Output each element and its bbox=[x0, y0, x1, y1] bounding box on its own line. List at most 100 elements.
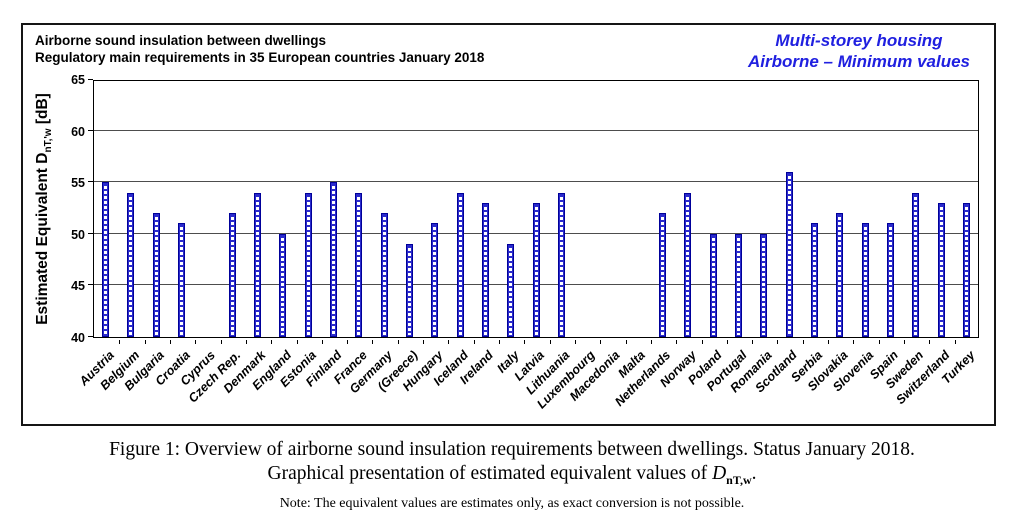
y-axis-tick-55 bbox=[88, 181, 93, 183]
x-axis-tick bbox=[878, 340, 880, 344]
x-axis-tick bbox=[271, 340, 273, 344]
y-axis-tick-45 bbox=[88, 284, 93, 286]
bar-latvia bbox=[532, 203, 540, 337]
x-axis-tick bbox=[777, 340, 779, 344]
bar-pattern bbox=[787, 174, 791, 335]
figure-caption: Figure 1: Overview of airborne sound ins… bbox=[0, 438, 1024, 512]
x-axis-tick bbox=[676, 340, 678, 344]
bar-pattern bbox=[104, 184, 108, 335]
x-axis-labels: Austria Belgium Bulgaria Croatia Cyprus Czech… bbox=[76, 340, 981, 448]
caption-line2-period: . bbox=[751, 463, 757, 484]
y-axis-tick-65 bbox=[88, 79, 93, 80]
y-axis-tick-40 bbox=[88, 336, 93, 337]
x-axis-tick bbox=[296, 340, 298, 344]
caption-dnt-subscript: nT,w bbox=[726, 472, 752, 487]
y-axis-tick-60 bbox=[88, 129, 93, 131]
bar-pattern bbox=[281, 236, 285, 335]
x-axis-tick bbox=[347, 340, 349, 344]
y-tick-label-50: 50 bbox=[71, 227, 85, 242]
x-axis-tick bbox=[245, 340, 247, 344]
bar-ireland bbox=[481, 203, 489, 337]
x-axis-tick bbox=[423, 340, 425, 344]
bar-pattern bbox=[154, 215, 158, 335]
bar-pattern bbox=[129, 195, 133, 335]
bar-germany bbox=[380, 213, 388, 337]
chart-title-line1: Airborne sound insulation between dwelli… bbox=[35, 33, 327, 48]
x-axis-tick bbox=[397, 340, 399, 344]
x-axis-tick bbox=[499, 340, 501, 344]
caption-dnt-symbol: D bbox=[712, 463, 727, 484]
x-axis-tick bbox=[524, 340, 526, 344]
bar-pattern bbox=[964, 205, 968, 335]
bar-pattern bbox=[433, 225, 437, 335]
bar-pattern bbox=[888, 225, 892, 335]
x-axis-tick bbox=[828, 340, 830, 344]
chart-title-line2: Regulatory main requirements in 35 Europ… bbox=[35, 50, 485, 65]
x-axis-tick bbox=[701, 340, 703, 344]
bar-pattern bbox=[306, 195, 310, 335]
bar-spain bbox=[886, 223, 894, 337]
bar-switzerland bbox=[937, 203, 945, 337]
bar-serbia bbox=[810, 223, 818, 337]
x-axis-tick bbox=[650, 340, 652, 344]
bar-pattern bbox=[458, 195, 462, 335]
chart-title: Airborne sound insulation between dwelli… bbox=[35, 32, 484, 66]
bar-poland bbox=[709, 234, 717, 337]
right-title-line2: Airborne – Minimum values bbox=[748, 52, 970, 71]
x-axis-tick bbox=[220, 340, 222, 344]
x-axis-tick bbox=[119, 340, 121, 344]
plot-area bbox=[88, 79, 979, 338]
caption-note: Note: The equivalent values are estimate… bbox=[279, 495, 745, 511]
x-axis-tick bbox=[448, 340, 450, 344]
x-axis-tick bbox=[144, 340, 146, 344]
y-tick-label-40: 40 bbox=[71, 331, 85, 345]
y-tick-label-45: 45 bbox=[71, 279, 85, 294]
bar-austria bbox=[102, 182, 110, 337]
bar-scotland bbox=[785, 172, 793, 337]
x-axis-tick bbox=[726, 340, 728, 344]
bar-pattern bbox=[382, 215, 386, 335]
bar-italy bbox=[507, 244, 515, 337]
caption-line2: Graphical presentation of estimated equi… bbox=[0, 462, 1024, 492]
bar-finland bbox=[329, 182, 337, 337]
bar-pattern bbox=[661, 215, 665, 335]
bar-bulgaria bbox=[152, 213, 160, 337]
bar-pattern bbox=[559, 195, 563, 335]
bar-estonia bbox=[304, 193, 312, 337]
x-axis-tick bbox=[929, 340, 931, 344]
x-axis-tick bbox=[372, 340, 374, 344]
bar-croatia bbox=[178, 223, 186, 337]
bar-pattern bbox=[762, 236, 766, 335]
bar-pattern bbox=[863, 225, 867, 335]
bar-portugal bbox=[735, 234, 742, 337]
x-axis-tick bbox=[954, 340, 956, 344]
bar-iceland bbox=[456, 193, 464, 337]
bar-turkey bbox=[962, 203, 970, 337]
bar-romania bbox=[760, 234, 768, 337]
bar-pattern bbox=[914, 195, 918, 335]
bar-pattern bbox=[534, 205, 538, 335]
bar-pattern bbox=[509, 246, 513, 335]
bar-slovakia bbox=[836, 213, 844, 337]
bar-pattern bbox=[407, 246, 411, 335]
bar-norway bbox=[684, 193, 692, 337]
bar-pattern bbox=[737, 236, 740, 335]
y-tick-label-65: 65 bbox=[71, 73, 85, 87]
bar-slovenia bbox=[861, 223, 869, 337]
bar-pattern bbox=[483, 205, 487, 335]
bar-pattern bbox=[939, 205, 943, 335]
bar-czech-rep bbox=[228, 213, 236, 337]
x-axis-tick bbox=[574, 340, 576, 344]
bar-hungary bbox=[431, 223, 439, 337]
chart-right-title: Multi-storey housing Airborne – Minimum … bbox=[713, 30, 1005, 72]
x-axis-tick bbox=[600, 340, 602, 344]
bar-denmark bbox=[254, 193, 262, 337]
x-axis-tick bbox=[169, 340, 171, 344]
chart-frame: Airborne sound insulation between dwelli… bbox=[21, 23, 996, 426]
bar-pattern bbox=[838, 215, 842, 335]
bar-pattern bbox=[711, 236, 715, 335]
x-axis-tick bbox=[853, 340, 855, 344]
x-axis-tick bbox=[625, 340, 627, 344]
caption-line2-text: Graphical presentation of estimated equi… bbox=[267, 463, 713, 484]
